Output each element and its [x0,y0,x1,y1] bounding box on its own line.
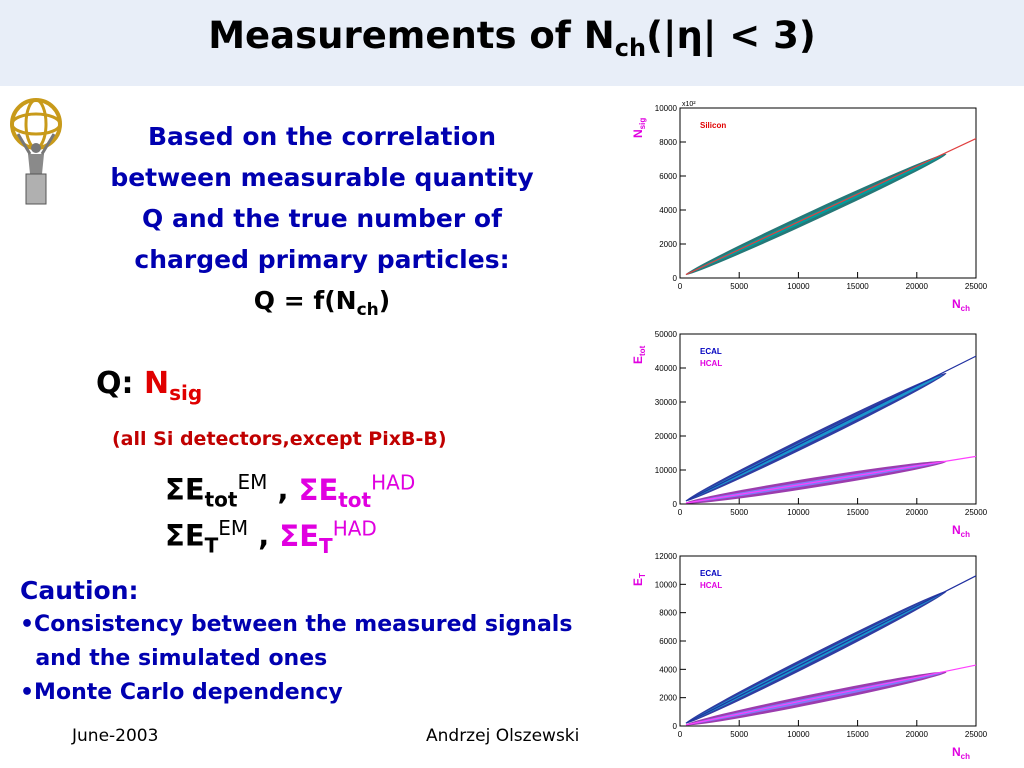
plot-frame [679,107,977,279]
x-tick-label: 25000 [965,508,988,517]
x-axis-label-sub: ch [961,752,970,761]
y-tick-label: 10000 [655,580,678,589]
x-tick-label: 5000 [730,508,748,517]
y-tick-label: 50000 [655,330,678,339]
x-tick-label: 10000 [787,730,810,739]
legend-entry: ECAL [700,569,722,578]
fit-line-ecal [685,575,977,724]
etot-vs-nch-plot: 0 5000 10000 15000 20000 25000 0 10000 20000 3000… [631,330,988,539]
x-tick-label: 25000 [965,282,988,291]
nsig-vs-nch-plot: 0 5000 10000 15000 20000 25000 0 2000 4000 6000 80… [631,101,988,313]
si-detectors-note: (all Si detectors,except PixB-B) [112,428,447,450]
intro-text: Based on the correlation between measura… [72,116,572,331]
y-tick-label: 30000 [655,398,678,407]
y-tick-label: 12000 [655,552,678,561]
y-tick-label: 10000 [655,104,678,113]
legend-entry: HCAL [700,581,722,590]
y-tick-label: 2000 [659,240,677,249]
title-bar [0,0,1024,86]
x-axis-label: Nch [952,523,970,539]
y-tick-label: 6000 [659,172,677,181]
x-tick-label: 0 [678,508,683,517]
x-tick-label: 10000 [787,282,810,291]
x-tick-label: 25000 [965,730,988,739]
caution-block: Caution: •Consistency between the measur… [20,574,630,710]
y-tick-label: 8000 [659,138,677,147]
y-axis-label-sub: sig [638,118,647,130]
caution-item: •Monte Carlo dependency [20,680,343,705]
x-tick-label: 0 [678,282,683,291]
etot-line: ΣEtotEM , ΣEtotHAD [165,470,416,512]
intro-line: Based on the correlation [148,122,496,151]
legend-entry: ECAL [700,347,722,356]
correlation-equation: Q = f(Nch) [253,286,391,320]
atlas-logo-icon [10,98,62,205]
et-vs-nch-plot: 0 5000 10000 15000 20000 25000 0 2000 4000 6000 80… [631,552,988,761]
footer-author: Andrzej Olszewski [426,726,580,746]
y-tick-label: 20000 [655,432,678,441]
x-tick-label: 10000 [787,508,810,517]
y-axis-label-sub: tot [638,345,647,356]
x-tick-label: 20000 [906,730,929,739]
y-axis-label: Etot [631,345,647,364]
y-tick-label: 2000 [659,694,677,703]
intro-line: charged primary particles: [134,245,510,274]
intro-line: Q and the true number of [142,204,502,233]
x-tick-label: 5000 [730,730,748,739]
caution-item: and the simulated ones [20,646,328,671]
y-tick-label: 40000 [655,364,678,373]
x-axis-label-sub: ch [961,304,970,313]
nsig-symbol: Nsig [143,366,203,405]
footer-date: June-2003 [72,726,159,746]
x-axis-label: Nch [952,297,970,313]
intro-line: between measurable quantity [110,163,534,192]
y-axis-label: Nsig [631,118,647,138]
fit-line-ecal [685,355,977,502]
fit-line-silicon [685,138,977,276]
page-title: Measurements of Nch(|η| < 3) [208,14,816,62]
y-tick-label: 0 [673,722,678,731]
y-multiplier-label: x10² [682,101,696,108]
y-tick-label: 8000 [659,609,677,618]
y-tick-label: 4000 [659,665,677,674]
et-line: ΣETEM , ΣETHAD [165,516,377,558]
x-tick-label: 20000 [906,508,929,517]
fit-line-hcal [685,455,977,504]
legend-entry: Silicon [700,121,726,130]
x-tick-label: 15000 [846,730,869,739]
x-tick-label: 0 [678,730,683,739]
x-tick-label: 15000 [846,282,869,291]
x-tick-label: 15000 [846,508,869,517]
y-tick-label: 0 [673,274,678,283]
y-tick-label: 6000 [659,637,677,646]
legend-entry: HCAL [700,359,722,368]
y-axis-label-sub: T [638,573,647,578]
x-axis-label-sub: ch [961,530,970,539]
y-axis-label: ET [631,573,647,586]
y-tick-label: 10000 [655,466,678,475]
y-tick-label: 4000 [659,206,677,215]
caution-heading: Caution: [20,576,139,605]
q-nsig-line: Q: Nsig [96,366,203,405]
fit-line-hcal [685,664,977,726]
y-tick-label: 0 [673,500,678,509]
x-tick-label: 5000 [730,282,748,291]
x-axis-label: Nch [952,745,970,761]
caution-item: •Consistency between the measured signal… [20,612,573,637]
x-tick-label: 20000 [906,282,929,291]
